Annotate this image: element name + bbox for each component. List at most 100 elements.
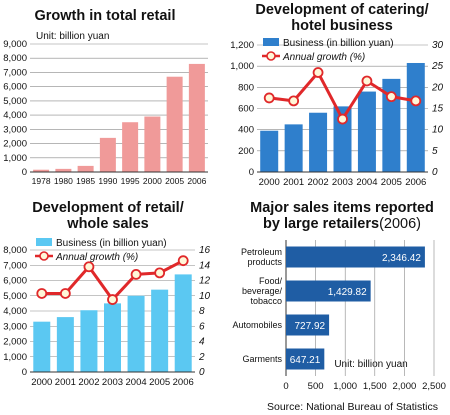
retail-x-tick: 2004 <box>126 377 147 388</box>
catering-x-tick: 2005 <box>381 177 402 188</box>
total-retail-y-tick: 0 <box>22 167 27 178</box>
retail-y-tick: 2,000 <box>3 337 27 348</box>
catering-y2-tick: 20 <box>431 82 444 93</box>
catering-y-tick: 1,200 <box>230 40 254 51</box>
total-retail-y-tick: 8,000 <box>3 53 27 64</box>
catering-x-tick: 2002 <box>308 177 329 188</box>
total-retail-x-tick: 1990 <box>98 176 117 186</box>
total-retail-x-tick: 1978 <box>32 176 51 186</box>
source-note: Source: National Bureau of Statistics <box>267 401 438 413</box>
catering-y2-tick: 25 <box>431 61 444 72</box>
major-items-bar <box>286 280 371 302</box>
major-items-title-line1: Major sales items reported <box>250 200 434 216</box>
catering-legend-swatch-growth <box>266 51 276 61</box>
major-items-category-label: Petroleum <box>241 247 282 257</box>
total-retail-bar <box>166 76 183 172</box>
catering-bar <box>284 124 303 172</box>
catering-y-tick: 600 <box>238 104 254 115</box>
retail-y-tick: 1,000 <box>3 352 27 363</box>
total-retail-y-tick: 7,000 <box>3 67 27 78</box>
major-items-category-label: Food/ <box>259 276 283 286</box>
catering-legend-swatch-business <box>263 38 279 46</box>
total-retail-bar <box>55 168 72 172</box>
major-items-category-label: tobacco <box>250 296 282 306</box>
major-items-value-label: 2,346.42 <box>382 253 421 264</box>
retail-growth-point <box>154 267 166 279</box>
retail-y-tick: 0 <box>22 367 27 378</box>
total-retail-unit: Unit: billion yuan <box>36 31 109 42</box>
retail-y2-tick: 12 <box>199 276 211 287</box>
retail-growth-point <box>59 288 71 299</box>
catering-x-tick: 2000 <box>259 177 280 188</box>
total-retail-y-tick: 9,000 <box>3 39 27 50</box>
retail-x-tick: 2002 <box>78 377 99 388</box>
total-retail-y-tick: 5,000 <box>3 96 27 107</box>
major-items-category-label: products <box>247 257 282 267</box>
retail-y-tick: 6,000 <box>3 276 27 287</box>
retail-y-tick: 5,000 <box>3 291 27 302</box>
catering-growth-point <box>410 95 422 107</box>
catering-bar <box>333 106 352 172</box>
major-items-x-tick: 2,500 <box>422 381 446 392</box>
catering-bar <box>406 62 425 172</box>
retail-x-tick: 2000 <box>31 377 52 388</box>
retail-bar <box>80 310 98 372</box>
retail-bar <box>33 321 51 372</box>
catering-x-tick: 2006 <box>405 177 426 188</box>
retail-x-tick: 2001 <box>55 377 76 388</box>
retail-y-tick: 4,000 <box>3 306 27 317</box>
retail-y2-tick: 2 <box>198 352 205 363</box>
major-items-value-label: 647.21 <box>290 355 321 366</box>
major-items-x-tick: 0 <box>283 381 288 392</box>
catering-title-line2: hotel business <box>291 18 393 34</box>
catering-bar <box>309 112 328 172</box>
catering-hotel-chart: Development of catering/ hotel business … <box>230 2 443 188</box>
total-retail-x-tick: 2000 <box>143 176 162 186</box>
catering-growth-point <box>288 95 300 107</box>
catering-title-line1: Development of catering/ <box>255 2 428 18</box>
total-retail-bar <box>122 122 139 172</box>
retail-y2-tick: 6 <box>199 321 205 332</box>
major-items-unit: Unit: billion yuan <box>334 359 407 370</box>
catering-y2-tick: 5 <box>432 146 438 157</box>
total-retail-bar <box>188 63 205 172</box>
retail-x-tick: 2003 <box>102 377 123 388</box>
retail-y2-tick: 14 <box>199 260 211 271</box>
retail-bar <box>127 295 145 372</box>
major-items-value-label: 1,429.82 <box>328 287 367 298</box>
catering-bar <box>382 78 401 172</box>
retail-y-tick: 8,000 <box>3 245 27 256</box>
major-items-value-label: 727.92 <box>294 321 325 332</box>
major-items-title-main: by large retailers <box>263 216 379 232</box>
retail-legend-business: Business (in billion yuan) <box>56 238 167 249</box>
retail-x-tick: 2005 <box>149 377 170 388</box>
retail-growth-point <box>130 268 142 280</box>
catering-bar <box>357 91 376 172</box>
retail-y-tick: 7,000 <box>3 260 27 271</box>
retail-growth-point <box>177 255 189 267</box>
retail-y2-tick: 8 <box>199 306 205 317</box>
total-retail-y-tick: 3,000 <box>3 124 27 135</box>
retail-legend-swatch-growth <box>39 251 49 261</box>
total-retail-chart: Growth in total retail Unit: billion yua… <box>3 8 208 186</box>
retail-bar <box>104 303 121 372</box>
major-items-bar <box>286 246 425 268</box>
catering-legend-growth: Annual growth (%) <box>282 52 365 63</box>
retail-x-tick: 2006 <box>173 377 194 388</box>
retail-y2-tick: 0 <box>199 367 205 378</box>
total-retail-x-tick: 2006 <box>187 176 206 186</box>
total-retail-title: Growth in total retail <box>35 8 176 24</box>
catering-y2-tick: 0 <box>432 167 438 178</box>
major-items-category-label: beverage/ <box>242 286 283 296</box>
retail-title-line2: whole sales <box>66 216 148 232</box>
total-retail-bar <box>33 169 50 172</box>
total-retail-bar <box>144 116 161 172</box>
total-retail-x-tick: 1980 <box>54 176 73 186</box>
retail-bar <box>174 274 192 372</box>
total-retail-y-tick: 2,000 <box>3 139 27 150</box>
catering-x-tick: 2003 <box>332 177 353 188</box>
total-retail-x-tick: 1995 <box>121 176 140 186</box>
major-items-x-tick: 2,000 <box>393 381 417 392</box>
retail-bar <box>56 317 74 372</box>
